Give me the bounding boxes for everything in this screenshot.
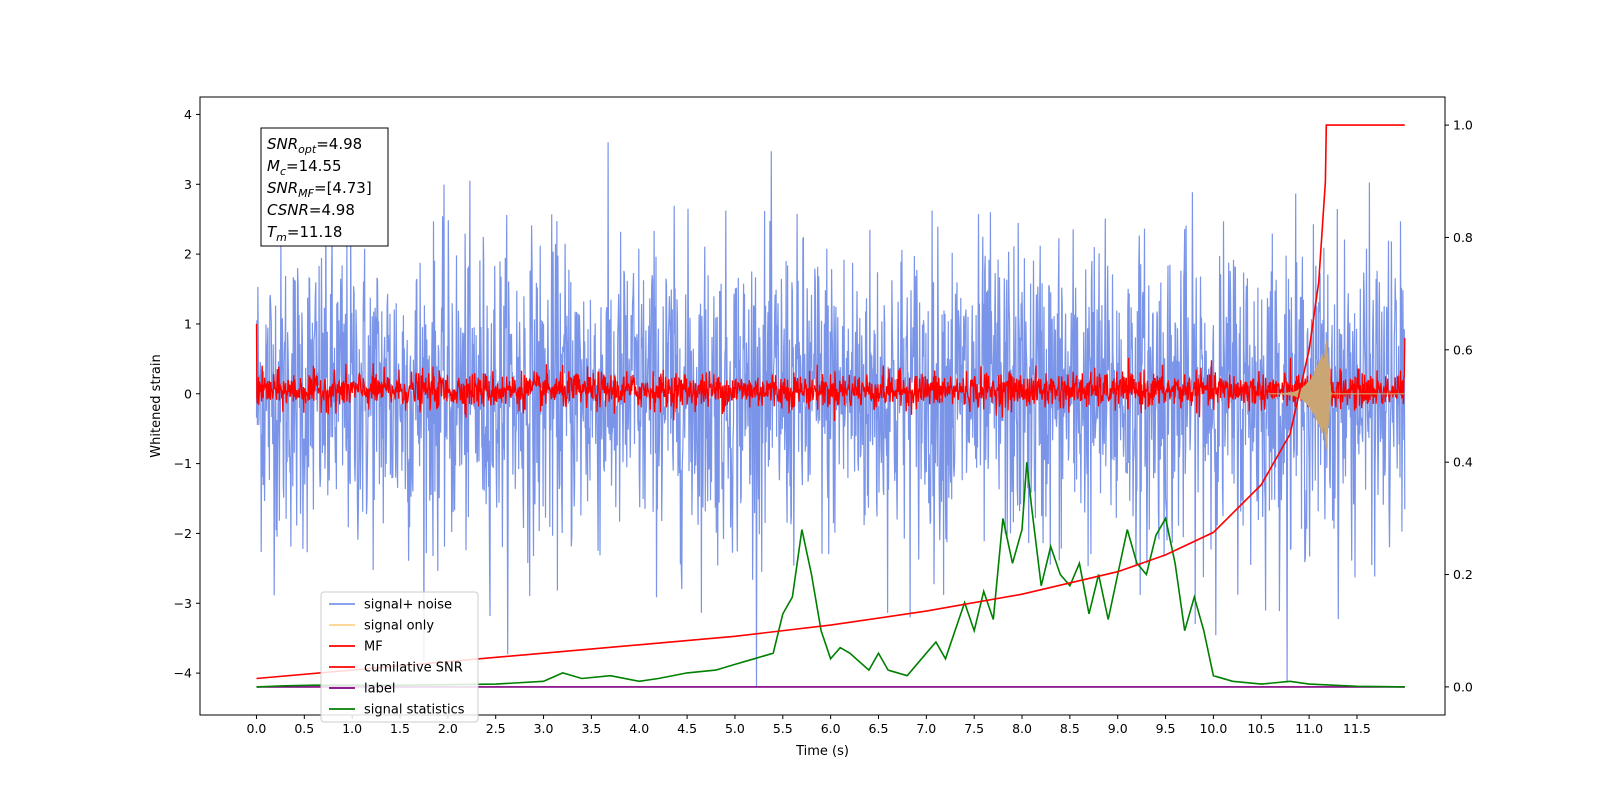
info-symbol: SNR <box>267 179 298 197</box>
legend-label: cumilative SNR <box>364 661 463 676</box>
x-tick-label: 4.5 <box>677 721 697 736</box>
series-mf <box>255 323 1406 422</box>
info-symbol: CSNR <box>267 201 309 219</box>
legend-label: signal only <box>364 619 434 634</box>
legend: signal+ noise signal only MF cumilative SNR… <box>320 591 479 723</box>
info-subscript: MF <box>298 187 314 200</box>
legend-label: label <box>364 682 395 697</box>
info-box: SNRopt=4.98Mc=14.55SNRMF=[4.73]CSNR=4.98… <box>260 127 389 247</box>
series-signal-statistics <box>256 462 1405 688</box>
x-tick-label: 3.5 <box>581 721 601 736</box>
info-value: =[4.73] <box>314 179 372 197</box>
y-tick-label: 2 <box>184 247 192 262</box>
x-tick-label: 8.0 <box>1012 721 1032 736</box>
x-tick-label: 11.0 <box>1295 721 1323 736</box>
y-tick-label: −1 <box>174 456 192 471</box>
y2-tick-label: 0.2 <box>1453 567 1473 582</box>
series-signal-noise <box>255 142 1406 688</box>
info-symbol: M <box>267 157 280 175</box>
axes-frame <box>199 96 1446 716</box>
x-tick-label: 4.0 <box>629 721 649 736</box>
x-tick-label: 10.5 <box>1247 721 1275 736</box>
legend-label: signal+ noise <box>364 598 452 613</box>
info-value: =4.98 <box>309 201 355 219</box>
info-line: SNRMF=[4.73] <box>267 179 372 200</box>
y-axis-right: 0.0 0.2 0.4 0.6 0.8 1.0 <box>1445 118 1473 694</box>
x-tick-label: 3.0 <box>534 721 554 736</box>
x-tick-label: 10.0 <box>1199 721 1227 736</box>
x-tick-label: 6.0 <box>821 721 841 736</box>
y2-tick-label: 0.6 <box>1453 342 1473 357</box>
info-line: Mc=14.55 <box>267 157 342 178</box>
y-tick-label: 0 <box>184 386 192 401</box>
x-tick-label: 0.0 <box>247 721 267 736</box>
info-symbol: SNR <box>267 135 298 153</box>
x-tick-label: 8.5 <box>1060 721 1080 736</box>
x-tick-label: 2.5 <box>486 721 506 736</box>
x-tick-label: 5.0 <box>725 721 745 736</box>
x-tick-label: 6.5 <box>869 721 889 736</box>
info-value: =11.18 <box>287 223 343 241</box>
x-tick-label: 5.5 <box>773 721 793 736</box>
legend-label: signal statistics <box>364 703 465 718</box>
x-tick-label: 11.5 <box>1343 721 1371 736</box>
y-tick-label: 3 <box>184 177 192 192</box>
info-line: Tm=11.18 <box>267 223 342 244</box>
x-tick-label: 2.0 <box>438 721 458 736</box>
legend-label: MF <box>364 640 383 655</box>
x-tick-label: 9.5 <box>1156 721 1176 736</box>
y-tick-label: 1 <box>184 316 192 331</box>
x-tick-label: 0.5 <box>294 721 314 736</box>
info-value: =4.98 <box>316 135 362 153</box>
x-tick-label: 7.5 <box>964 721 984 736</box>
y2-tick-label: 1.0 <box>1453 118 1473 133</box>
x-axis: 0.0 0.5 1.0 1.5 2.0 2.5 3.0 3.5 4.0 4.5 5.0 5.5 6.0 6… <box>247 715 1371 736</box>
info-line: CSNR=4.98 <box>267 201 355 219</box>
y-axis-label: Whitened strain <box>149 354 164 457</box>
y-tick-label: 4 <box>184 107 192 122</box>
x-tick-label: 9.0 <box>1108 721 1128 736</box>
y-axis-left: −4 −3 −2 −1 0 1 2 3 4 <box>174 107 200 681</box>
y-tick-label: −3 <box>174 596 192 611</box>
info-subscript: m <box>276 231 287 244</box>
x-tick-label: 1.5 <box>390 721 410 736</box>
info-subscript: opt <box>298 143 317 156</box>
x-tick-label: 1.0 <box>342 721 362 736</box>
y2-tick-label: 0.8 <box>1453 230 1473 245</box>
y-tick-label: −4 <box>174 666 192 681</box>
x-axis-label: Time (s) <box>795 744 849 759</box>
y2-tick-label: 0.0 <box>1453 679 1473 694</box>
y2-tick-label: 0.4 <box>1453 455 1473 470</box>
info-subscript: c <box>280 165 286 178</box>
y-tick-label: −2 <box>174 526 192 541</box>
info-line: SNRopt=4.98 <box>267 135 362 156</box>
series-cumulative-snr <box>256 124 1405 680</box>
info-value: =14.55 <box>286 157 342 175</box>
info-symbol: T <box>267 223 278 241</box>
x-tick-label: 7.0 <box>916 721 936 736</box>
